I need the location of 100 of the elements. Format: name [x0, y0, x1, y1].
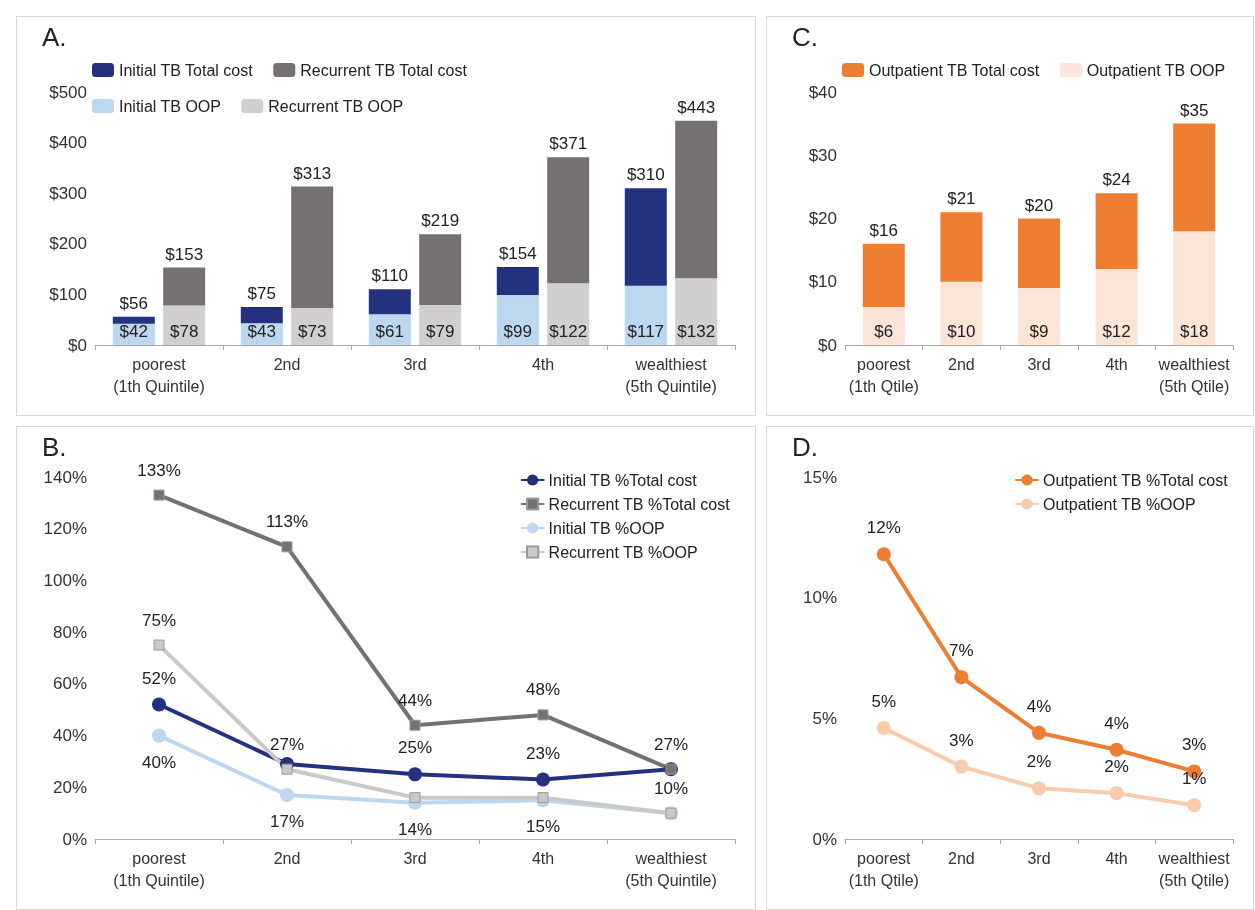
data-label: $9	[1029, 322, 1049, 341]
y-tick-label: 100%	[43, 570, 87, 590]
point	[1032, 725, 1046, 740]
x-tick-label: wealthiest (5th Qtile)	[1157, 849, 1231, 889]
legend-label: Initial TB Total cost	[119, 61, 254, 79]
data-label: $35	[1180, 100, 1209, 120]
x-tick-label: poorest (1th Qtile)	[848, 355, 919, 395]
point	[409, 792, 421, 804]
bar	[940, 281, 983, 345]
data-label: 27%	[653, 734, 689, 754]
bar	[675, 278, 718, 345]
y-tick-label: 140%	[43, 467, 87, 487]
data-label: 2%	[1104, 757, 1129, 777]
x-tick-label: 4th	[531, 849, 555, 867]
x-tick-label: 2nd	[273, 355, 301, 373]
legend-label: Outpatient TB Total cost	[869, 61, 1040, 79]
data-label: $117	[627, 322, 665, 341]
y-tick-label: 120%	[43, 519, 87, 539]
y-tick-label: $100	[49, 284, 87, 304]
point	[954, 670, 969, 685]
data-label: 48%	[525, 680, 561, 700]
data-label: $6	[874, 322, 894, 341]
data-label: 40%	[141, 752, 177, 772]
x-tick-label: 3rd	[403, 355, 427, 373]
data-label: $21	[947, 189, 976, 209]
y-tick-label: 5%	[812, 708, 837, 728]
point	[153, 639, 165, 651]
data-label: $56	[119, 293, 148, 313]
y-tick-label: $40	[808, 82, 837, 102]
y-tick-label: $0	[818, 335, 837, 355]
bar	[862, 243, 905, 308]
bar	[291, 186, 334, 309]
legend-label: Initial TB OOP	[119, 97, 221, 115]
bar	[163, 267, 206, 306]
data-label: 3%	[1181, 735, 1207, 755]
data-label: $20	[1024, 195, 1054, 215]
legend-label: Outpatient TB %OOP	[1043, 495, 1196, 513]
point	[537, 792, 549, 804]
bar	[112, 316, 155, 324]
point	[280, 788, 294, 803]
point	[1032, 781, 1046, 796]
data-label: 133%	[137, 460, 181, 480]
data-label: $73	[298, 322, 327, 341]
y-tick-label: 40%	[52, 726, 87, 746]
x-tick-label: 3rd	[1027, 355, 1051, 373]
legend-label: Recurrent TB Total cost	[300, 61, 468, 79]
point	[153, 489, 165, 501]
legend-label: Recurrent TB %Total cost	[548, 495, 731, 513]
y-tick-label: 0%	[812, 829, 837, 849]
y-tick-label: 60%	[52, 674, 87, 694]
x-tick-label: 2nd	[273, 849, 301, 867]
bar	[1095, 193, 1138, 270]
point	[281, 541, 293, 553]
chart-title: B.	[42, 432, 67, 462]
legend-label: Recurrent TB %OOP	[548, 543, 698, 561]
data-label: $154	[498, 244, 537, 264]
x-tick-label: wealthiest (5th Qtile)	[1157, 355, 1231, 395]
bar	[547, 283, 590, 345]
y-tick-label: $10	[808, 272, 837, 292]
x-tick-label: 4th	[1105, 849, 1128, 867]
chart-title: C.	[792, 22, 818, 52]
y-tick-label: $500	[49, 82, 87, 102]
point	[1187, 798, 1202, 813]
x-tick-label: wealthiest (5th Quintile)	[625, 849, 717, 889]
data-label: $61	[375, 322, 404, 341]
x-tick-label: 3rd	[1027, 849, 1051, 867]
data-label: $371	[549, 134, 588, 154]
bar	[675, 120, 718, 279]
data-label: 4%	[1026, 696, 1052, 716]
point	[409, 719, 421, 731]
data-label: $313	[293, 163, 332, 183]
bar	[547, 157, 590, 284]
point	[536, 772, 550, 787]
y-tick-label: $300	[49, 183, 87, 203]
legend-label: Initial TB %Total cost	[548, 471, 698, 489]
data-label: 27%	[269, 734, 305, 754]
data-label: $122	[549, 322, 588, 341]
y-tick-label: $200	[49, 234, 87, 254]
data-label: 44%	[397, 690, 433, 710]
data-label: 12%	[866, 518, 901, 538]
data-label: $42	[119, 322, 148, 341]
y-tick-label: $20	[808, 209, 837, 228]
data-label: $310	[626, 165, 665, 185]
data-label: $78	[170, 322, 199, 341]
point	[537, 709, 549, 721]
legend-label: Outpatient TB OOP	[1086, 61, 1226, 79]
data-label: 113%	[265, 512, 309, 532]
point	[152, 728, 166, 743]
data-label: 14%	[397, 819, 433, 839]
bar	[624, 188, 667, 286]
data-label: $443	[677, 97, 716, 117]
data-label: 25%	[397, 738, 433, 758]
data-label: 23%	[525, 743, 561, 763]
bar	[1173, 123, 1216, 232]
data-label: $79	[426, 322, 455, 341]
bar	[1018, 288, 1060, 345]
y-tick-label: 0%	[62, 829, 87, 849]
data-label: $219	[421, 211, 460, 231]
data-label: $12	[1102, 322, 1131, 341]
x-tick-label: 4th	[531, 355, 555, 373]
